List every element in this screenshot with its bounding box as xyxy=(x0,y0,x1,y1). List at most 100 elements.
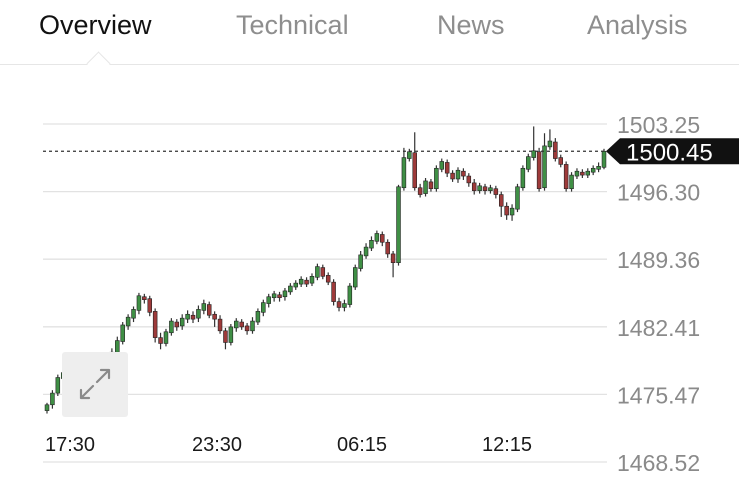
candle-body xyxy=(455,169,461,180)
candle-body xyxy=(553,141,558,159)
candle-body xyxy=(482,186,488,191)
candle-body xyxy=(547,140,553,148)
candle-body xyxy=(401,157,407,189)
price-chart[interactable]: 1503.25 1496.30 1489.36 1482.41 1475.47 1468.… xyxy=(0,64,739,492)
candle-body xyxy=(580,171,585,176)
candle-body xyxy=(55,377,61,394)
candle-body xyxy=(125,316,131,327)
candle-body xyxy=(320,267,326,277)
candle-body xyxy=(342,303,347,308)
candle-body xyxy=(298,278,304,285)
candle-body xyxy=(374,233,380,242)
candle-body xyxy=(352,267,358,288)
candle-body xyxy=(136,295,142,311)
candle-body xyxy=(363,246,369,257)
candle-body xyxy=(185,313,190,320)
tab-news[interactable]: News xyxy=(437,10,505,40)
candle-body xyxy=(515,186,520,210)
candle-body xyxy=(390,253,396,263)
candle-body xyxy=(450,172,455,180)
y-tick-label: 1468.52 xyxy=(617,450,700,476)
candle-body xyxy=(590,167,596,173)
candle-body xyxy=(293,282,299,288)
y-tick-label: 1475.47 xyxy=(617,382,700,408)
tab-technical[interactable]: Technical xyxy=(236,10,349,40)
candle-body xyxy=(596,166,601,170)
candle-body xyxy=(407,151,412,159)
candle-body xyxy=(509,207,515,216)
candle-body xyxy=(179,317,185,327)
candle-body xyxy=(569,174,574,190)
candle-body xyxy=(142,296,147,300)
candle-body xyxy=(488,187,493,191)
candle-body xyxy=(542,145,547,189)
x-tick-label: 12:15 xyxy=(482,434,532,456)
candle-body xyxy=(288,285,293,293)
y-tick-label: 1503.25 xyxy=(617,112,700,138)
candle-body xyxy=(380,234,385,243)
candle-body xyxy=(50,392,55,406)
candle-body xyxy=(417,187,423,195)
expand-chart-button[interactable] xyxy=(62,352,128,417)
candle-body xyxy=(304,279,309,285)
candle-body xyxy=(250,320,255,332)
candle-body xyxy=(152,311,158,338)
candle-body xyxy=(336,301,342,308)
candle-body xyxy=(190,314,196,320)
candle-body xyxy=(526,156,531,170)
candle-body xyxy=(244,325,250,332)
candle-body xyxy=(396,186,401,263)
candle-body xyxy=(493,188,499,195)
candle-body xyxy=(536,151,542,190)
candle-body xyxy=(385,241,390,255)
current-price-label: 1500.45 xyxy=(626,139,713,166)
candle-body xyxy=(217,318,223,332)
candle-body xyxy=(369,240,374,249)
candle-body xyxy=(558,157,563,165)
x-tick-label: 17:30 xyxy=(45,434,95,456)
tab-bar: Overview Technical News Analysis xyxy=(0,0,739,76)
candle-body xyxy=(212,313,217,320)
candle-body xyxy=(585,170,591,176)
x-tick-label: 06:15 xyxy=(337,434,387,456)
candle-body xyxy=(201,303,207,311)
candle-body xyxy=(147,298,152,313)
candle-body xyxy=(331,281,336,302)
candle-body xyxy=(439,161,445,170)
candle-body xyxy=(115,340,120,353)
tab-analysis[interactable]: Analysis xyxy=(587,10,688,40)
candle-body xyxy=(228,326,234,343)
candle-body xyxy=(196,309,201,319)
candle-body xyxy=(282,290,288,298)
candle-body xyxy=(428,181,434,190)
tab-overview[interactable]: Overview xyxy=(39,10,152,40)
current-price-marker xyxy=(606,138,739,165)
x-tick-label: 23:30 xyxy=(192,434,242,456)
candle-body xyxy=(574,170,580,177)
candle-body xyxy=(158,337,163,344)
candle-body xyxy=(499,194,504,207)
candle-body xyxy=(239,321,244,328)
candle-body xyxy=(223,330,228,343)
candle-body xyxy=(444,162,450,174)
candle-body xyxy=(44,404,50,411)
candle-body xyxy=(520,167,526,189)
candle-body xyxy=(531,150,536,158)
expand-arrows-icon xyxy=(79,368,111,400)
candle-body xyxy=(358,254,363,269)
candle-body xyxy=(466,175,472,184)
candle-body xyxy=(261,302,266,313)
y-tick-label: 1482.41 xyxy=(617,315,700,341)
candle-body xyxy=(461,170,466,177)
candle-body xyxy=(169,320,174,334)
candle-body xyxy=(206,304,212,316)
candle-body xyxy=(423,180,428,194)
candle-body xyxy=(325,275,331,283)
candle-body xyxy=(277,294,282,299)
candle-body xyxy=(504,205,509,216)
candle-body xyxy=(255,311,261,323)
candle-body xyxy=(120,324,125,342)
candle-body xyxy=(347,285,353,305)
candle-body xyxy=(477,185,482,191)
candle-body xyxy=(266,296,271,304)
